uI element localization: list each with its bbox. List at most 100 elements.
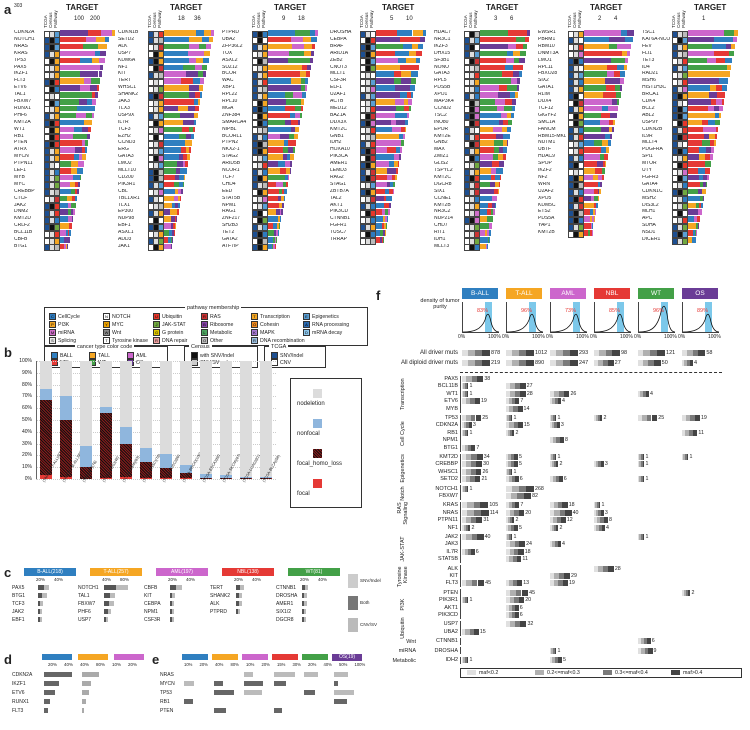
- gene-row: CCNE1: [434, 195, 538, 204]
- maf-segment: [653, 360, 661, 366]
- gene-name: SPI1: [642, 154, 653, 160]
- count-label: 105: [489, 502, 499, 509]
- gene-row: GATA3: [118, 154, 222, 162]
- pathway-cell: [158, 71, 164, 79]
- gene-name: BCL2: [642, 105, 655, 111]
- count-bar-segment: [60, 168, 72, 174]
- count-bar-segment: [490, 168, 496, 174]
- gene-row: CCND2: [434, 105, 538, 114]
- count-bar-segment: [376, 64, 400, 71]
- gene-name: ASXL2: [222, 57, 238, 63]
- gene-name: LMO1: [538, 57, 552, 63]
- count-bar-segment: [480, 140, 494, 146]
- gene-name: ATF7IP: [222, 243, 239, 249]
- gene-name: NR3C2: [434, 209, 451, 215]
- count-bar-segment: [584, 195, 592, 202]
- gene-row: ARID1A: [330, 50, 434, 59]
- pathway-legend-label: Wnt: [112, 329, 122, 336]
- count-label: 4: [562, 541, 565, 548]
- pathway-cell: [474, 127, 480, 135]
- count-bar-segment: [584, 64, 607, 71]
- gene-row: AKT1: [330, 202, 434, 210]
- count-bar-segment: [94, 50, 101, 57]
- count-label: 2: [603, 415, 607, 421]
- maf-segment: [477, 534, 484, 540]
- gene-row: FEV: [642, 43, 746, 52]
- count-bar-segment: [295, 126, 299, 133]
- bar-snv: [109, 601, 115, 606]
- count-bar-segment: [295, 105, 302, 112]
- gene-name: CBFB: [144, 585, 158, 591]
- gene-row: KMT2B: [538, 230, 642, 238]
- count-bar-segment: [490, 174, 496, 181]
- gene-row: ETV6: [14, 85, 118, 93]
- gene-row: IDH2: [330, 140, 434, 148]
- count-bar-segment: [386, 181, 390, 188]
- y-tick-label: 20%: [21, 452, 32, 459]
- pathway-legend-label: miRNA: [58, 329, 75, 336]
- gene-name: CHD7: [434, 223, 448, 229]
- count-bar-segment: [387, 147, 396, 153]
- mirna-swatch: M: [49, 329, 56, 336]
- gene-name: PTPN11: [14, 161, 33, 167]
- axis-tick: 50%: [339, 662, 348, 667]
- count-bar-segment: [376, 168, 387, 174]
- gene-row: ARID5B: [222, 161, 326, 169]
- count-bar-segment: [293, 99, 301, 105]
- pathway-cell: [474, 168, 480, 176]
- count-label: 18: [524, 548, 531, 555]
- count-bar-segment: [164, 174, 175, 181]
- gene-row: MLLT10: [118, 168, 222, 176]
- count-bar-segment: [394, 85, 402, 91]
- pathway-cell: [158, 209, 164, 217]
- count-bar-segment: [73, 154, 80, 160]
- count-bar-segment: [60, 30, 88, 36]
- pathway-cell: [262, 168, 268, 176]
- count-bar-segment: [609, 126, 613, 133]
- count-bar-segment: [80, 174, 82, 181]
- count-label: 12: [566, 517, 573, 524]
- pathway-legend-item: A RNA processing: [303, 321, 349, 328]
- pathway-cell: [474, 85, 480, 93]
- gene-name: RIT1: [434, 230, 445, 236]
- bar: [334, 690, 354, 695]
- gene-row: ALK: [118, 43, 222, 52]
- count-bar-segment: [268, 174, 280, 181]
- count-bar-segment: [78, 161, 83, 167]
- maf-segment: [475, 468, 482, 475]
- count-bar-segment: [304, 85, 308, 91]
- pathway-cell: [54, 216, 60, 224]
- gene-name: MYCN: [160, 681, 175, 687]
- count-bar-segment: [292, 85, 301, 91]
- pathway-cell: [158, 223, 164, 231]
- pathway-cell: [474, 44, 480, 52]
- pathway-cell: [370, 230, 376, 238]
- count-label: 40: [484, 534, 491, 540]
- maf-swatch: [603, 670, 612, 676]
- axis-tick: 18: [178, 16, 185, 22]
- gene-name: TP53: [160, 690, 172, 696]
- count-bar-segment: [688, 105, 709, 112]
- count-bar-segment: [273, 243, 275, 250]
- maf-segment: [692, 429, 698, 436]
- count-bar-segment: [281, 209, 283, 215]
- count-label: 121: [666, 350, 676, 356]
- count-bar-segment: [612, 99, 618, 105]
- count-bar-segment: [382, 209, 385, 215]
- count-bar-segment: [171, 230, 174, 236]
- count-bar-segment: [81, 64, 92, 71]
- pathway-cell: [158, 140, 164, 148]
- gene-row: SMC1A: [538, 119, 642, 128]
- count-bar-segment: [591, 202, 594, 209]
- gene-name: PIK3R1: [118, 181, 136, 187]
- count-bar-segment: [688, 30, 712, 36]
- pathway-cell: [54, 237, 60, 245]
- count-bar-segment: [584, 174, 594, 181]
- gene-row: ERG: [118, 147, 222, 155]
- pathway-cell: [262, 237, 268, 245]
- gene-row: RPL22: [222, 92, 326, 100]
- count-bar-segment: [376, 43, 404, 50]
- count-bar-segment: [491, 195, 496, 202]
- count-bar-segment: [604, 78, 613, 84]
- count-bar-segment: [285, 168, 290, 174]
